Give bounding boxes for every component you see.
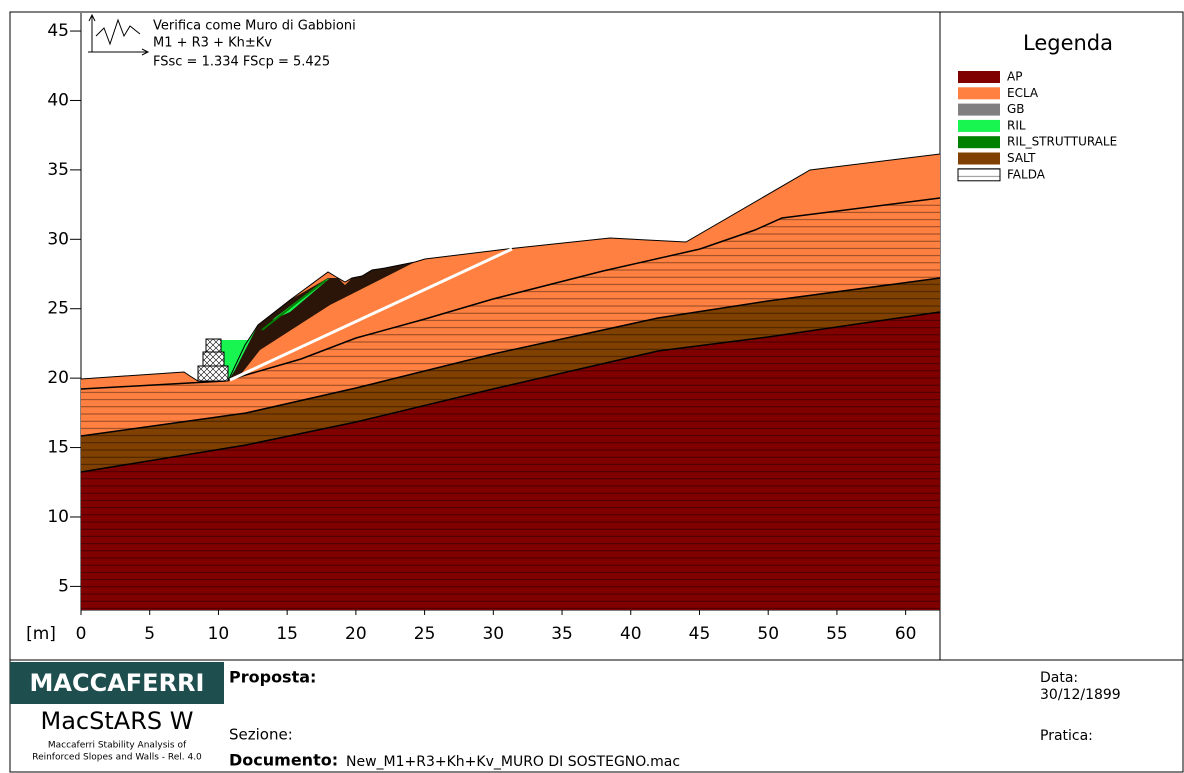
annotation: FSsc = 1.334 FScp = 5.425 — [153, 55, 330, 70]
x-tick-label: 5 — [144, 624, 155, 644]
legend-label: GB — [1007, 102, 1025, 116]
gabion — [203, 352, 224, 366]
x-tick-label: 50 — [757, 624, 779, 644]
y-tick-label: 45 — [47, 21, 69, 41]
x-tick-label: 20 — [345, 624, 367, 644]
gabion — [206, 339, 221, 352]
x-tick-label: 40 — [620, 624, 642, 644]
y-tick-label: 20 — [47, 368, 69, 388]
x-tick-label: 15 — [276, 624, 298, 644]
annotation: M1 + R3 + Kh±Kv — [153, 36, 272, 51]
legend-swatch — [958, 71, 1000, 83]
x-tick-label: 30 — [482, 624, 504, 644]
legend-swatch — [958, 120, 1000, 132]
y-tick-label: 30 — [47, 229, 69, 249]
x-tick-label: 55 — [826, 624, 848, 644]
legend-label: RIL_STRUTTURALE — [1007, 135, 1117, 149]
product-subtitle: Reinforced Slopes and Walls - Rel. 4.0 — [32, 753, 202, 763]
proposta-label: Proposta: — [229, 668, 316, 687]
x-unit: [m] — [26, 624, 56, 644]
data-label: Data: — [1040, 670, 1078, 686]
section — [81, 154, 940, 610]
logo: MACCAFERRI — [30, 669, 205, 697]
x-tick-label: 35 — [551, 624, 573, 644]
y-tick-label: 25 — [47, 299, 69, 319]
x-tick-label: 0 — [76, 624, 87, 644]
x-tick-label: 45 — [689, 624, 711, 644]
sezione-label: Sezione: — [229, 726, 293, 744]
legend-label: SALT — [1007, 151, 1036, 165]
legend-title: Legenda — [1023, 31, 1113, 55]
legend-swatch — [958, 87, 1000, 99]
page: Verifica come Muro di Gabbioni M1 + R3 +… — [0, 0, 1184, 773]
x-tick-label: 60 — [895, 624, 917, 644]
legend-label: ECLA — [1007, 86, 1039, 100]
documento: New_M1+R3+Kh+Kv_MURO DI SOSTEGNO.mac — [346, 754, 680, 770]
y-tick-label: 10 — [47, 507, 69, 527]
documento-label: Documento: — [229, 751, 338, 770]
x-tick-label: 25 — [414, 624, 436, 644]
legend-label: FALDA — [1007, 167, 1046, 181]
legend-swatch — [958, 153, 1000, 165]
x-tick-label: 10 — [208, 624, 230, 644]
y-tick-label: 40 — [47, 90, 69, 110]
y-tick-label: 5 — [58, 576, 69, 596]
analysis-icon — [88, 15, 148, 55]
y-tick-label: 15 — [47, 438, 69, 458]
product: MacStARS W — [41, 707, 194, 735]
legend-swatch — [958, 104, 1000, 116]
annotation: Verifica come Muro di Gabbioni — [153, 19, 356, 34]
gabion — [198, 366, 228, 381]
pratica-label: Pratica: — [1040, 728, 1093, 744]
legend-label: AP — [1007, 70, 1022, 84]
legend-swatch — [958, 136, 1000, 148]
legend-swatch — [958, 169, 1000, 181]
legend-label: RIL — [1007, 118, 1026, 132]
data: 30/12/1899 — [1040, 687, 1121, 703]
product-subtitle: Maccaferri Stability Analysis of — [48, 741, 187, 751]
y-tick-label: 35 — [47, 160, 69, 180]
